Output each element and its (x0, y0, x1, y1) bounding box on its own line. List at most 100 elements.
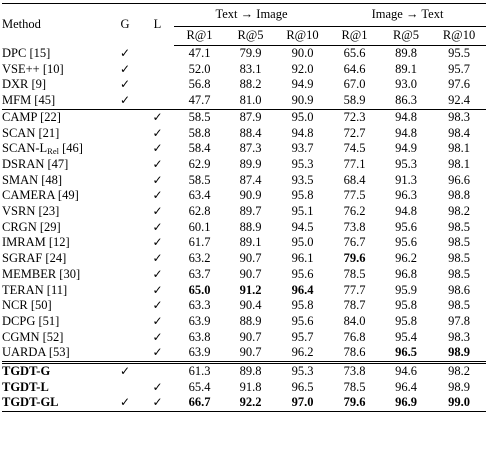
table-row: IMRAM [12] ✓ 61.7 89.1 95.0 76.7 95.6 98.5 (2, 235, 486, 251)
metric-value-cell: 58.9 (343, 93, 366, 108)
method-name-cell: UARDA [53] (2, 345, 109, 362)
metric-value-cell: 98.2 (432, 361, 487, 380)
metric-value-cell: 98.9 (448, 345, 470, 360)
check-mark-icon: ✓ (152, 379, 163, 394)
metric-value-cell: 76.7 (343, 235, 366, 250)
metric-value-cell: 95.8 (291, 188, 314, 203)
g-empty-cell (109, 108, 141, 126)
metric-value-cell: 98.1 (448, 156, 470, 171)
metric-value-cell: 91.2 (239, 282, 262, 297)
metric-value-cell: 93.7 (291, 141, 314, 156)
metric-value-cell: 78.6 (343, 345, 366, 360)
l-empty-cell (141, 62, 174, 78)
metric-value-cell: 93.0 (395, 77, 417, 92)
method-name-subscript: Rel (47, 146, 59, 157)
metric-value-cell: 76.2 (343, 204, 366, 219)
metric-header-i2t-r5: R@5 (380, 26, 433, 46)
metric-value-cell: 63.9 (188, 345, 211, 360)
metric-value-cell: 77.5 (343, 188, 366, 203)
l-empty-cell (141, 361, 174, 380)
table-row: CAMP [22] ✓ 58.5 87.9 95.0 72.3 94.8 98.3 (2, 108, 487, 126)
metric-value-cell: 97.6 (448, 77, 470, 92)
metric-value-cell: 95.0 (276, 108, 330, 126)
g-empty-cell (109, 251, 141, 267)
method-name-cell: VSRN [23] (2, 204, 109, 220)
method-name: NCR [50] (2, 298, 52, 313)
method-name-cell: TGDT-GL (2, 395, 109, 413)
table-row: DCPG [51] ✓ 63.9 88.9 95.6 84.0 95.8 97.8 (2, 314, 486, 330)
metric-value-cell: 98.5 (448, 266, 470, 281)
metric-value-cell: 47.1 (188, 46, 211, 60)
metric-value-cell: 63.4 (188, 188, 211, 203)
method-citation: [46] (58, 141, 83, 156)
metric-value-cell: 63.2 (188, 251, 211, 266)
metric-value-cell: 95.8 (395, 313, 417, 328)
metric-header-t2i-r5: R@5 (225, 26, 276, 46)
method-name-cell: TGDT-L (2, 380, 109, 396)
metric-value-cell: 79.6 (329, 395, 381, 413)
method-name-cell: CAMERA [49] (2, 188, 109, 204)
metric-value-cell: 84.0 (343, 313, 366, 328)
metric-value-cell: 98.5 (448, 251, 470, 266)
method-name-cell: CRGN [29] (2, 220, 109, 236)
metric-value-cell: 65.0 (188, 282, 211, 297)
method-name: IMRAM [12] (2, 235, 70, 250)
g-empty-cell (109, 345, 141, 362)
metric-value-cell: 77.7 (343, 282, 366, 297)
metric-value-cell: 89.8 (225, 361, 276, 380)
check-mark-icon: ✓ (152, 313, 163, 328)
metric-value-cell: 90.7 (239, 266, 262, 281)
check-mark-icon: ✓ (152, 219, 163, 234)
metric-value-cell: 61.3 (174, 361, 225, 380)
header-row-groups: Method G L Text → Image Image → Text (2, 3, 487, 46)
metric-header-t2i-r1: R@1 (174, 26, 225, 46)
metric-value-cell: 63.8 (188, 329, 211, 344)
method-name-cell: MFM [45] (2, 93, 109, 109)
method-name: DSRAN [47] (2, 156, 69, 171)
method-name: SGRAF [24] (2, 251, 67, 266)
method-name: UARDA [53] (2, 345, 70, 360)
method-name-cell: NCR [50] (2, 298, 109, 314)
metric-header-i2t-r1: R@1 (329, 26, 381, 46)
metric-value-cell: 98.9 (448, 379, 470, 394)
metric-value-cell: 91.3 (395, 172, 417, 187)
table-row: CAMERA [49] ✓ 63.4 90.9 95.8 77.5 96.3 98.8 (2, 188, 486, 204)
metric-value-cell: 58.4 (188, 141, 211, 156)
metric-value-cell: 96.5 (291, 379, 314, 394)
metric-value-cell: 95.3 (276, 361, 330, 380)
metric-value-cell: 63.7 (188, 266, 211, 281)
metric-value-cell: 89.9 (239, 156, 262, 171)
method-name-cell: SGRAF [24] (2, 251, 109, 267)
metric-value-cell: 63.3 (188, 298, 211, 313)
table-row: TGDT-G ✓ 61.3 89.8 95.3 73.8 94.6 98.2 (2, 361, 487, 380)
metric-value-cell: 89.8 (395, 46, 417, 60)
metric-value-cell: 93.5 (291, 172, 314, 187)
g-empty-cell (109, 220, 141, 236)
metric-value-cell: 87.3 (239, 141, 262, 156)
metric-header-i2t-r10: R@10 (432, 26, 487, 46)
metric-value-cell: 65.4 (188, 379, 211, 394)
metric-value-cell: 96.2 (395, 251, 417, 266)
g-column-header: G (109, 3, 141, 46)
check-mark-icon: ✓ (152, 156, 163, 171)
check-mark-icon: ✓ (152, 141, 163, 156)
metric-value-cell: 87.9 (225, 108, 276, 126)
metric-value-cell: 88.2 (239, 77, 262, 92)
table-row: SCAN [21] ✓ 58.8 88.4 94.8 72.7 94.8 98.4 (2, 126, 486, 142)
metric-value-cell: 94.8 (395, 204, 417, 219)
g-empty-cell (109, 204, 141, 220)
method-name: MEMBER [30] (2, 266, 81, 281)
method-name: DPC [15] (2, 45, 51, 60)
g-empty-cell (109, 141, 141, 157)
l-column-header: L (141, 3, 174, 46)
g-empty-cell (109, 380, 141, 396)
header-row-metrics: R@1 R@5 R@10 R@1 R@5 R@10 (2, 26, 487, 46)
l-empty-cell (141, 46, 174, 62)
table-row: NCR [50] ✓ 63.3 90.4 95.8 78.7 95.8 98.5 (2, 298, 486, 314)
g-empty-cell (109, 314, 141, 330)
table-row: TGDT-L ✓ 65.4 91.8 96.5 78.5 96.4 98.9 (2, 380, 486, 396)
table-row: SCAN-LRel [46] ✓ 58.4 87.3 93.7 74.5 94.9 98.1 (2, 141, 486, 157)
metric-value-cell: 61.7 (188, 235, 211, 250)
metric-value-cell: 78.7 (343, 298, 366, 313)
check-mark-icon: ✓ (119, 93, 131, 108)
